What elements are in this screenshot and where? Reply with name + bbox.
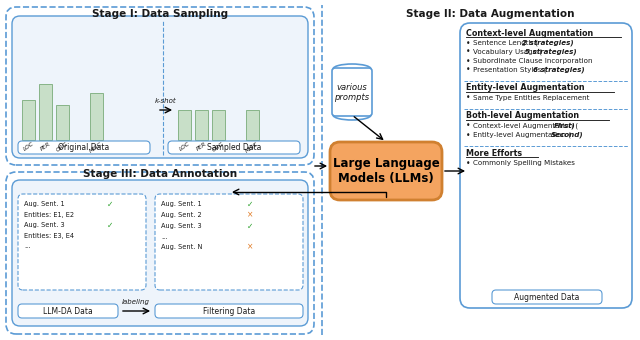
Text: Commonly Spelling Mistakes: Commonly Spelling Mistakes — [473, 160, 575, 166]
Text: ...: ... — [161, 234, 168, 240]
Bar — [178, 110, 191, 140]
Text: Presentation Styles (: Presentation Styles ( — [473, 67, 547, 73]
Text: LOC: LOC — [22, 141, 35, 152]
FancyBboxPatch shape — [12, 180, 308, 326]
FancyBboxPatch shape — [492, 290, 602, 304]
Text: LOC: LOC — [178, 141, 191, 152]
Text: ×: × — [247, 210, 253, 220]
Text: MISC: MISC — [245, 141, 260, 154]
Text: MISC: MISC — [89, 141, 104, 154]
Text: Sentence Length (: Sentence Length ( — [473, 40, 538, 46]
Text: Entities: E1, E2: Entities: E1, E2 — [24, 212, 74, 218]
Text: ✓: ✓ — [247, 200, 253, 208]
Bar — [22, 100, 35, 140]
Text: ...: ... — [232, 141, 239, 148]
Text: Entity-level Augmentation: Entity-level Augmentation — [466, 84, 584, 92]
Text: Vocabulary Usage (: Vocabulary Usage ( — [473, 49, 542, 55]
Text: Subordinate Clause Incorporation: Subordinate Clause Incorporation — [473, 58, 593, 64]
Text: Augmented Data: Augmented Data — [515, 292, 580, 302]
Text: labeling: labeling — [122, 299, 150, 305]
FancyBboxPatch shape — [168, 141, 300, 154]
Bar — [90, 93, 103, 140]
Text: Stage II: Data Augmentation: Stage II: Data Augmentation — [406, 9, 574, 19]
Text: ✓: ✓ — [247, 221, 253, 231]
Bar — [39, 84, 52, 140]
Text: 5 strategies): 5 strategies) — [525, 49, 577, 55]
Text: PER: PER — [195, 141, 207, 152]
Text: 6 strategies): 6 strategies) — [534, 67, 585, 73]
Bar — [56, 105, 69, 140]
Text: Context-level Augmentation: Context-level Augmentation — [466, 29, 593, 37]
Text: •: • — [466, 56, 470, 66]
FancyBboxPatch shape — [18, 194, 146, 290]
Text: Aug. Sent. 2: Aug. Sent. 2 — [161, 212, 202, 218]
Text: k-shot: k-shot — [155, 98, 177, 104]
Text: Large Language
Models (LLMs): Large Language Models (LLMs) — [333, 157, 440, 185]
FancyBboxPatch shape — [155, 304, 303, 318]
Text: 2 strategies): 2 strategies) — [522, 40, 573, 46]
Text: ×: × — [247, 242, 253, 252]
Text: Stage III: Data Annotation: Stage III: Data Annotation — [83, 169, 237, 179]
FancyBboxPatch shape — [18, 304, 118, 318]
Text: Aug. Sent. 3: Aug. Sent. 3 — [24, 222, 65, 228]
Text: More Efforts: More Efforts — [466, 149, 522, 157]
Text: various: various — [337, 83, 367, 91]
Text: ...: ... — [24, 243, 30, 249]
Text: Filtering Data: Filtering Data — [203, 306, 255, 316]
Text: Aug. Sent. 1: Aug. Sent. 1 — [24, 201, 65, 207]
Text: Entity-level Augmentation (: Entity-level Augmentation ( — [473, 132, 571, 138]
Text: Entities: E3, E4: Entities: E3, E4 — [24, 233, 74, 239]
Text: prompts: prompts — [335, 94, 369, 102]
Text: PER: PER — [40, 141, 52, 152]
Text: ORG: ORG — [56, 141, 69, 153]
Text: First): First) — [554, 123, 575, 129]
Text: Aug. Sent. N: Aug. Sent. N — [161, 244, 202, 250]
Text: Both-level Augmentation: Both-level Augmentation — [466, 112, 579, 120]
Text: •: • — [466, 48, 470, 56]
Text: Second): Second) — [551, 132, 584, 138]
Text: Sampled Data: Sampled Data — [207, 143, 261, 153]
FancyBboxPatch shape — [155, 194, 303, 290]
Text: Context-level Augmentation (: Context-level Augmentation ( — [473, 123, 578, 129]
FancyBboxPatch shape — [332, 68, 372, 116]
Text: •: • — [466, 121, 470, 131]
Text: LLM-DA Data: LLM-DA Data — [43, 306, 93, 316]
Bar — [195, 110, 208, 140]
Text: Stage I: Data Sampling: Stage I: Data Sampling — [92, 9, 228, 19]
Text: •: • — [466, 131, 470, 139]
FancyBboxPatch shape — [330, 142, 442, 200]
Text: •: • — [466, 38, 470, 48]
FancyBboxPatch shape — [18, 141, 150, 154]
Text: Original Data: Original Data — [58, 143, 109, 153]
Text: Same Type Entities Replacement: Same Type Entities Replacement — [473, 95, 589, 101]
Text: Aug. Sent. 3: Aug. Sent. 3 — [161, 223, 202, 229]
Text: ORG: ORG — [212, 141, 225, 153]
Text: •: • — [466, 66, 470, 74]
FancyBboxPatch shape — [12, 16, 308, 158]
Text: Aug. Sent. 1: Aug. Sent. 1 — [161, 201, 202, 207]
FancyBboxPatch shape — [460, 23, 632, 308]
Text: •: • — [466, 94, 470, 102]
Text: ✓: ✓ — [107, 221, 113, 230]
Text: ...: ... — [76, 141, 83, 148]
Text: ✓: ✓ — [107, 200, 113, 208]
Bar — [212, 110, 225, 140]
Text: •: • — [466, 158, 470, 168]
Bar — [246, 110, 259, 140]
